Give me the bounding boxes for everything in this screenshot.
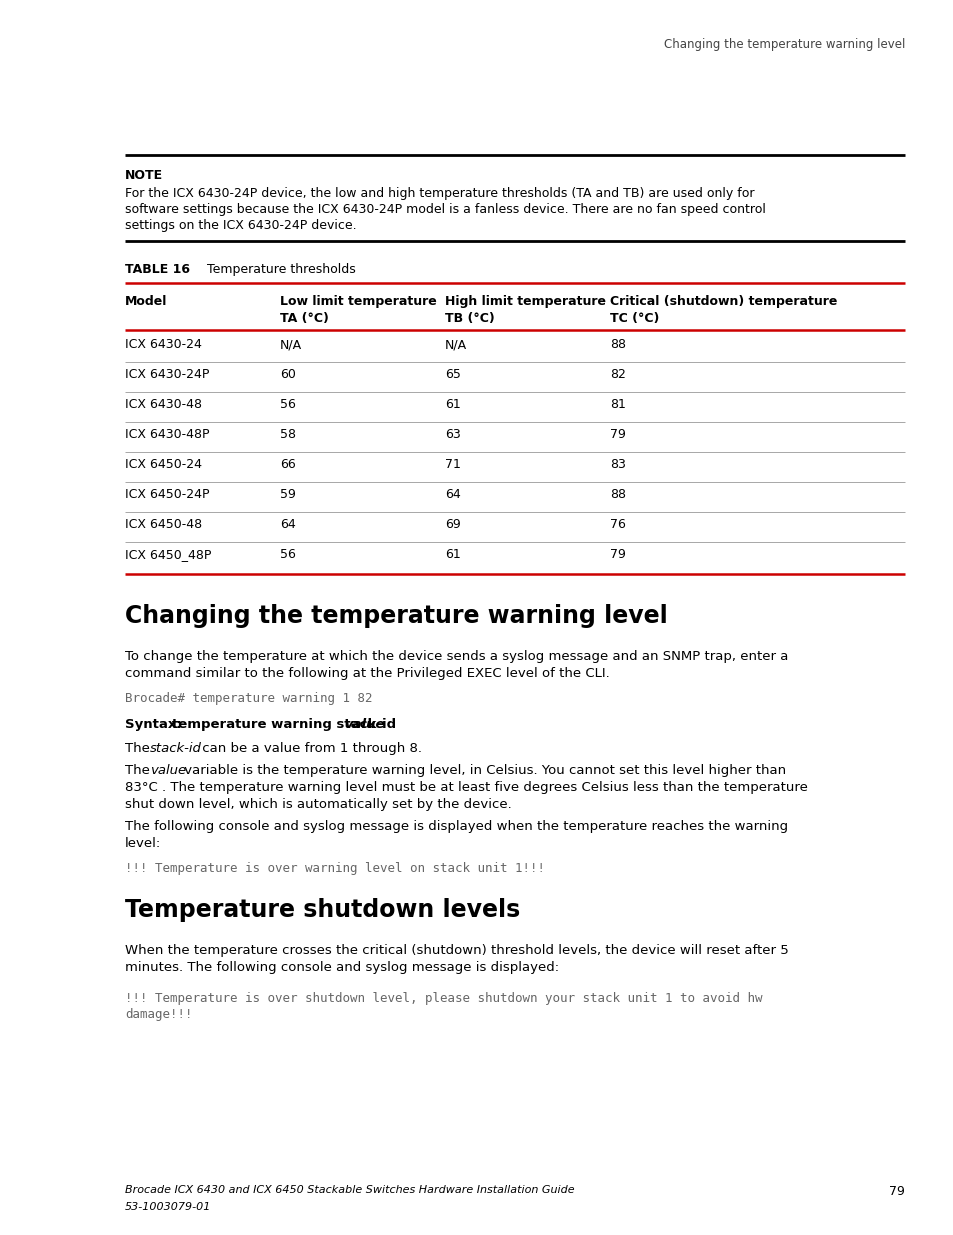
Text: TC (°C): TC (°C) — [609, 312, 659, 325]
Text: Temperature shutdown levels: Temperature shutdown levels — [125, 898, 519, 923]
Text: 65: 65 — [444, 368, 460, 382]
Text: !!! Temperature is over warning level on stack unit 1!!!: !!! Temperature is over warning level on… — [125, 862, 544, 876]
Text: N/A: N/A — [444, 338, 467, 351]
Text: 60: 60 — [280, 368, 295, 382]
Text: TABLE 16: TABLE 16 — [125, 263, 190, 275]
Text: ICX 6450-24: ICX 6450-24 — [125, 458, 202, 471]
Text: 56: 56 — [280, 548, 295, 561]
Text: High limit temperature: High limit temperature — [444, 295, 605, 308]
Text: TB (°C): TB (°C) — [444, 312, 495, 325]
Text: value: value — [150, 764, 186, 777]
Text: damage!!!: damage!!! — [125, 1008, 193, 1021]
Text: Brocade# temperature warning 1 82: Brocade# temperature warning 1 82 — [125, 692, 372, 705]
Text: TA (°C): TA (°C) — [280, 312, 329, 325]
Text: 66: 66 — [280, 458, 295, 471]
Text: can be a value from 1 through 8.: can be a value from 1 through 8. — [198, 742, 421, 755]
Text: ICX 6450_48P: ICX 6450_48P — [125, 548, 212, 561]
Text: 83: 83 — [609, 458, 625, 471]
Text: 82: 82 — [609, 368, 625, 382]
Text: 64: 64 — [280, 517, 295, 531]
Text: shut down level, which is automatically set by the device.: shut down level, which is automatically … — [125, 798, 511, 811]
Text: variable is the temperature warning level, in Celsius. You cannot set this level: variable is the temperature warning leve… — [180, 764, 785, 777]
Text: N/A: N/A — [280, 338, 302, 351]
Text: 88: 88 — [609, 488, 625, 501]
Text: 61: 61 — [444, 548, 460, 561]
Text: settings on the ICX 6430-24P device.: settings on the ICX 6430-24P device. — [125, 219, 356, 232]
Text: 69: 69 — [444, 517, 460, 531]
Text: ICX 6430-24P: ICX 6430-24P — [125, 368, 209, 382]
Text: Model: Model — [125, 295, 167, 308]
Text: level:: level: — [125, 837, 161, 850]
Text: Brocade ICX 6430 and ICX 6450 Stackable Switches Hardware Installation Guide: Brocade ICX 6430 and ICX 6450 Stackable … — [125, 1186, 574, 1195]
Text: 81: 81 — [609, 398, 625, 411]
Text: The: The — [125, 764, 154, 777]
Text: 59: 59 — [280, 488, 295, 501]
Text: 71: 71 — [444, 458, 460, 471]
Text: temperature warning stack-id: temperature warning stack-id — [172, 718, 400, 731]
Text: Temperature thresholds: Temperature thresholds — [207, 263, 355, 275]
Text: For the ICX 6430-24P device, the low and high temperature thresholds (TA and TB): For the ICX 6430-24P device, the low and… — [125, 186, 754, 200]
Text: 64: 64 — [444, 488, 460, 501]
Text: 79: 79 — [609, 548, 625, 561]
Text: When the temperature crosses the critical (shutdown) threshold levels, the devic: When the temperature crosses the critica… — [125, 944, 788, 957]
Text: 56: 56 — [280, 398, 295, 411]
Text: 79: 79 — [609, 429, 625, 441]
Text: Changing the temperature warning level: Changing the temperature warning level — [663, 38, 904, 51]
Text: The: The — [125, 742, 154, 755]
Text: The following console and syslog message is displayed when the temperature reach: The following console and syslog message… — [125, 820, 787, 832]
Text: Low limit temperature: Low limit temperature — [280, 295, 436, 308]
Text: command similar to the following at the Privileged EXEC level of the CLI.: command similar to the following at the … — [125, 667, 609, 680]
Text: Critical (shutdown) temperature: Critical (shutdown) temperature — [609, 295, 837, 308]
Text: value: value — [344, 718, 384, 731]
Text: minutes. The following console and syslog message is displayed:: minutes. The following console and syslo… — [125, 961, 558, 974]
Text: 58: 58 — [280, 429, 295, 441]
Text: ICX 6430-24: ICX 6430-24 — [125, 338, 202, 351]
Text: To change the temperature at which the device sends a syslog message and an SNMP: To change the temperature at which the d… — [125, 650, 787, 663]
Text: 63: 63 — [444, 429, 460, 441]
Text: ICX 6450-48: ICX 6450-48 — [125, 517, 202, 531]
Text: !!! Temperature is over shutdown level, please shutdown your stack unit 1 to avo: !!! Temperature is over shutdown level, … — [125, 992, 761, 1005]
Text: software settings because the ICX 6430-24P model is a fanless device. There are : software settings because the ICX 6430-2… — [125, 203, 765, 216]
Text: NOTE: NOTE — [125, 169, 163, 182]
Text: 79: 79 — [888, 1186, 904, 1198]
Text: ICX 6430-48P: ICX 6430-48P — [125, 429, 210, 441]
Text: ICX 6450-24P: ICX 6450-24P — [125, 488, 210, 501]
Text: 83°C . The temperature warning level must be at least five degrees Celsius less : 83°C . The temperature warning level mus… — [125, 781, 807, 794]
Text: 88: 88 — [609, 338, 625, 351]
Text: Syntax:: Syntax: — [125, 718, 186, 731]
Text: 53-1003079-01: 53-1003079-01 — [125, 1202, 212, 1212]
Text: stack-id: stack-id — [150, 742, 202, 755]
Text: Changing the temperature warning level: Changing the temperature warning level — [125, 604, 667, 629]
Text: 76: 76 — [609, 517, 625, 531]
Text: 61: 61 — [444, 398, 460, 411]
Text: ICX 6430-48: ICX 6430-48 — [125, 398, 202, 411]
